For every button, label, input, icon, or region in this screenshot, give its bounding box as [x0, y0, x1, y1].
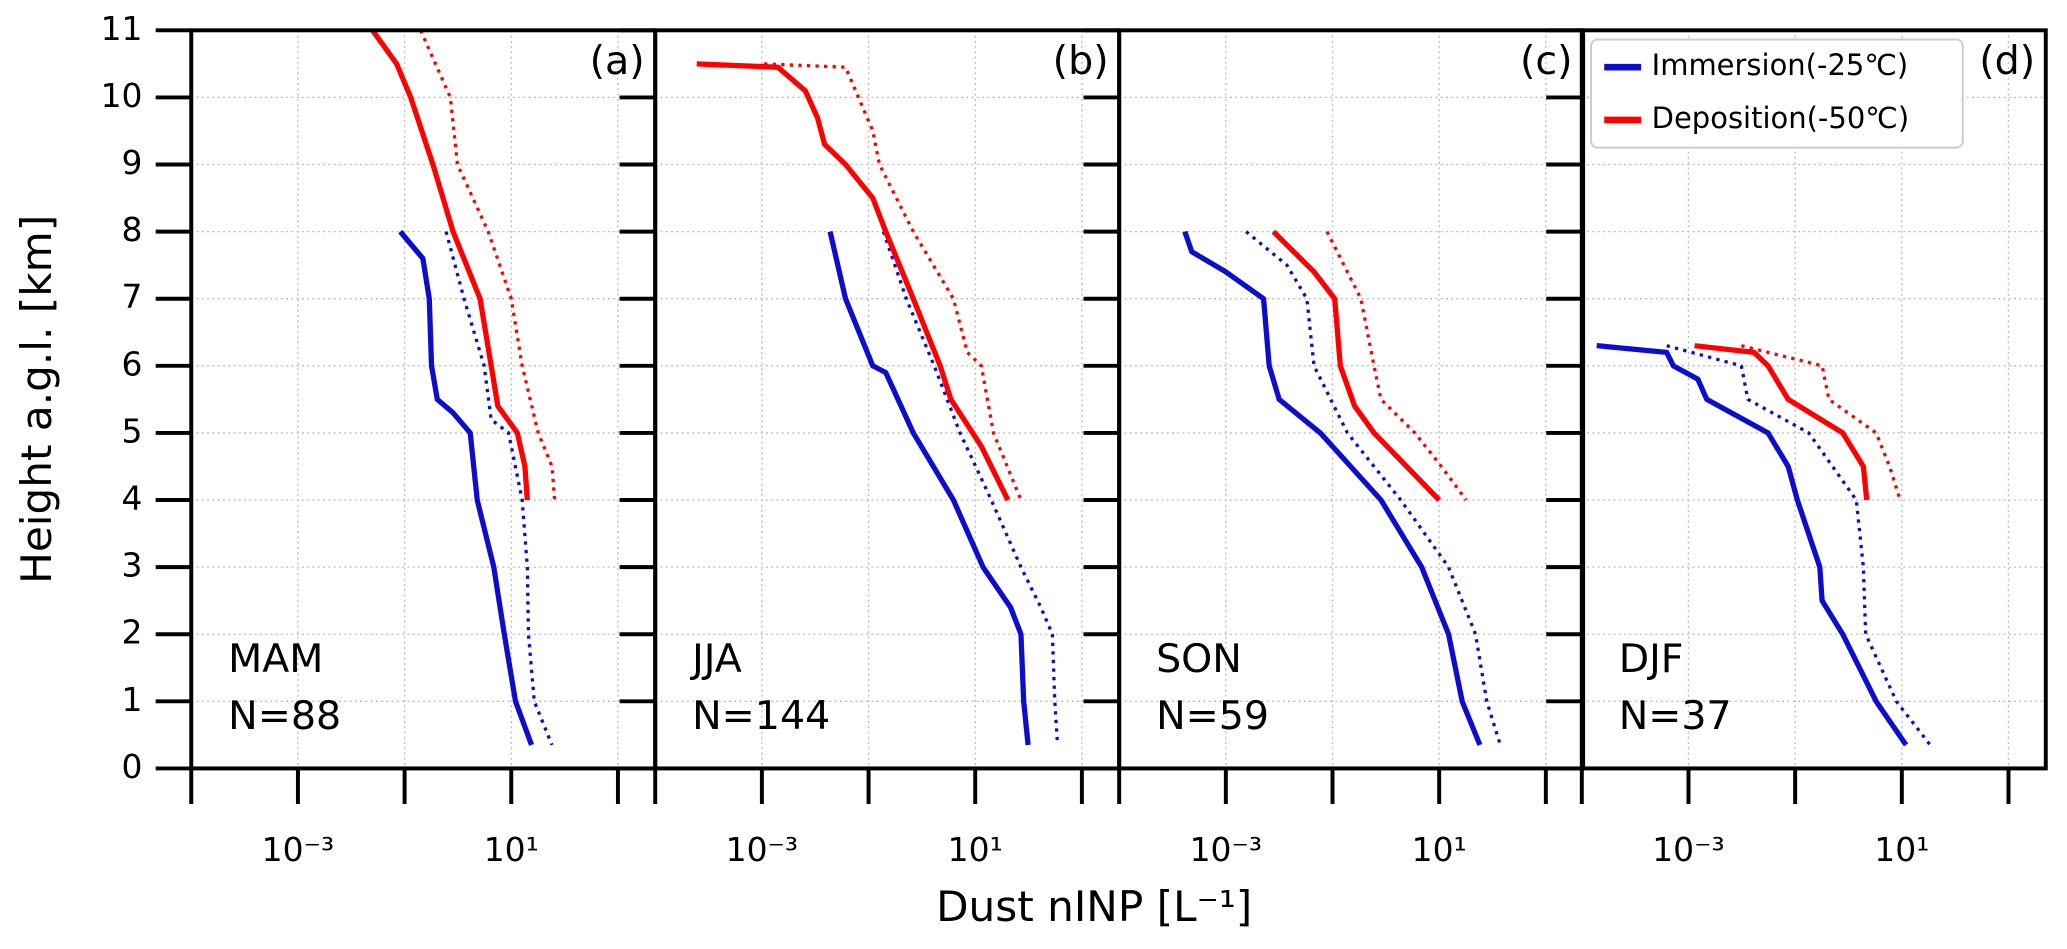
season-label: DJF	[1619, 636, 1684, 682]
x-tick-label: 10¹	[948, 830, 1003, 869]
y-tick-label: 1	[122, 680, 143, 719]
profile-line	[1271, 229, 1442, 502]
x-tick-label: 10⁻³	[262, 830, 335, 869]
count-label: N=88	[228, 693, 341, 739]
profile-line	[419, 30, 557, 501]
panel-plot	[370, 30, 557, 746]
count-label: N=144	[692, 693, 830, 739]
season-label: MAM	[228, 636, 323, 682]
profile-line	[444, 231, 554, 746]
panel-frame	[1579, 28, 2048, 771]
legend-label: Immersion(-25℃)	[1652, 48, 1909, 82]
profile-line	[696, 61, 1011, 502]
profile-line	[1325, 230, 1468, 501]
y-tick-label: 10	[101, 76, 143, 115]
y-tick-label: 4	[122, 479, 143, 518]
profile-line	[827, 231, 1031, 746]
profile-line	[1182, 230, 1483, 746]
x-tick-label: 10¹	[484, 830, 539, 869]
profile-line	[370, 30, 530, 501]
count-label: N=37	[1619, 693, 1732, 739]
panel-label: (c)	[1520, 38, 1573, 84]
y-tick-label: 3	[122, 546, 143, 585]
y-tick-label: 2	[122, 613, 143, 652]
x-axis-label: Dust nINP [L⁻¹]	[936, 882, 1252, 931]
x-tick-label: 10¹	[1874, 830, 1929, 869]
x-tick-label: 10⁻³	[726, 830, 799, 869]
y-tick-label: 6	[122, 344, 143, 383]
x-tick-label: 10⁻³	[1652, 830, 1725, 869]
y-tick-label: 7	[122, 277, 143, 316]
x-tick-label: 10⁻³	[1190, 830, 1263, 869]
profile-line	[1694, 343, 1870, 501]
y-tick-label: 11	[101, 9, 143, 48]
panel-label: (a)	[590, 38, 645, 84]
panel-plot	[1596, 343, 1932, 747]
profile-line	[764, 62, 1023, 501]
profile-line	[881, 231, 1060, 746]
y-tick-label: 0	[122, 747, 143, 786]
panel-plot	[1182, 229, 1502, 746]
panel-plot	[696, 61, 1060, 746]
season-label: JJA	[689, 636, 742, 682]
profile-line	[1666, 344, 1932, 746]
y-axis-label: Height a.g.l. [km]	[12, 215, 61, 584]
panel-label: (d)	[1979, 38, 2035, 84]
y-tick-label: 9	[122, 143, 143, 182]
legend-label: Deposition(-50℃)	[1652, 101, 1909, 135]
count-label: N=59	[1156, 693, 1269, 739]
y-tick-label: 5	[122, 411, 143, 450]
profile-line	[1245, 230, 1502, 746]
profile-line	[1740, 344, 1902, 501]
panel-label: (b)	[1053, 38, 1109, 84]
profile-line	[1596, 343, 1909, 747]
legend-box	[1590, 38, 1964, 149]
x-tick-label: 10¹	[1412, 830, 1467, 869]
y-tick-label: 8	[122, 210, 143, 249]
profile-line	[398, 229, 535, 746]
season-label: SON	[1156, 636, 1242, 682]
